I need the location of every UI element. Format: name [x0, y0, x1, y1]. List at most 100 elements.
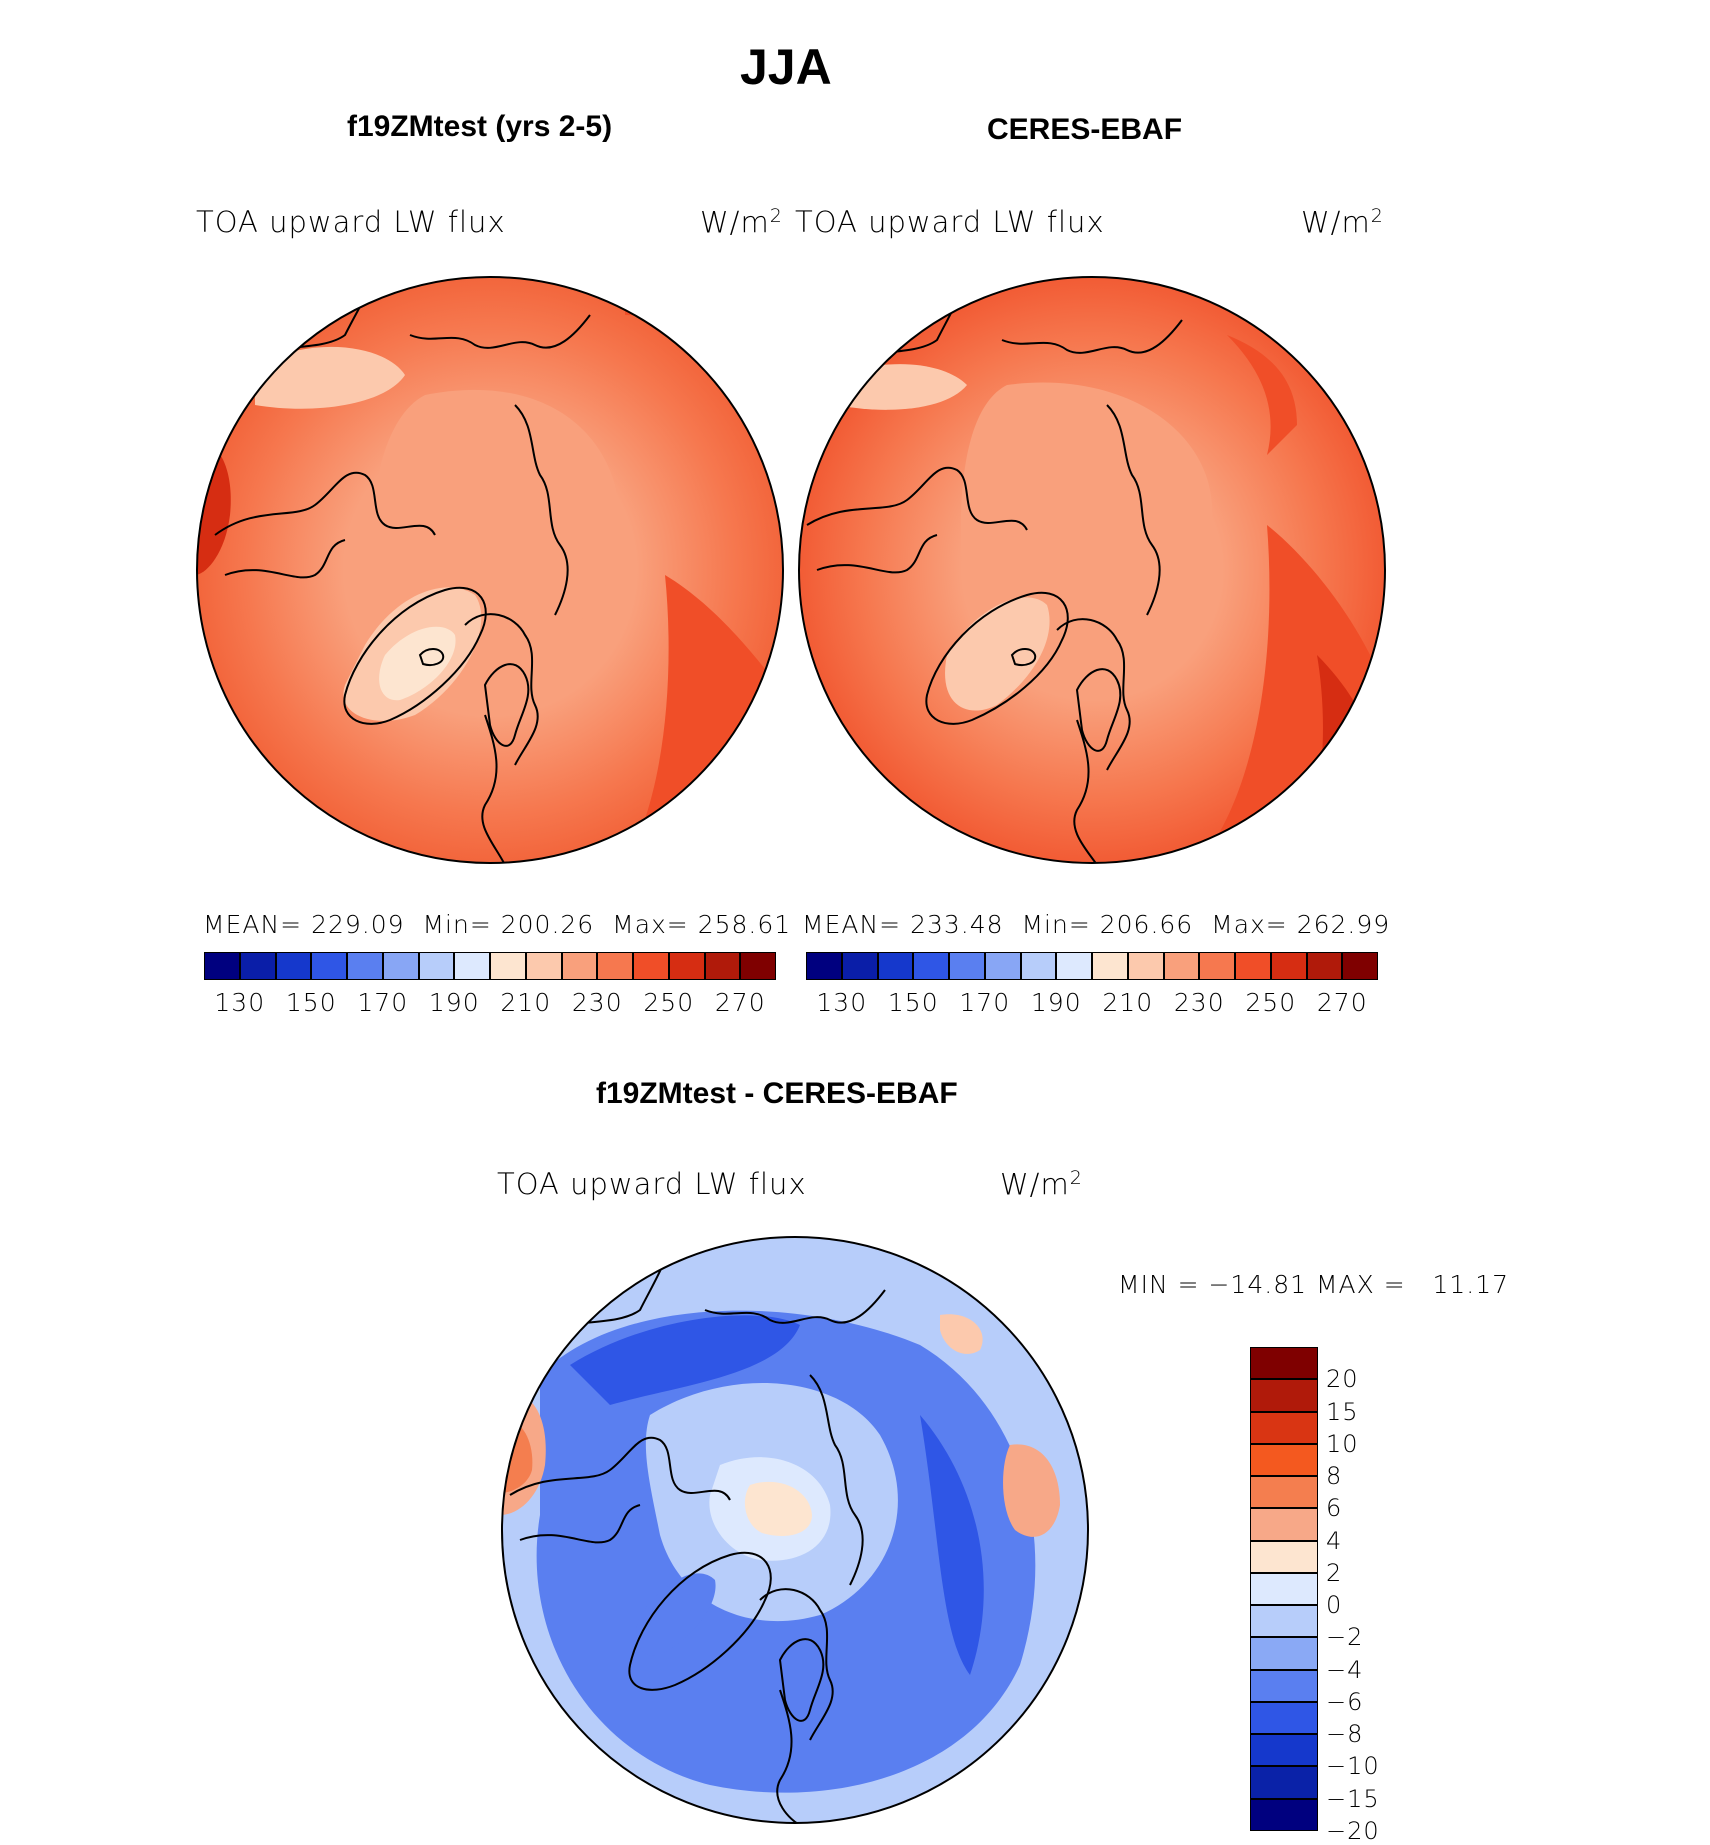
colorbar-swatch — [806, 952, 842, 980]
model-max-value: 258.61 — [697, 910, 792, 939]
colorbar-tick-label: 130 — [816, 988, 868, 1017]
colorbar-swatch — [1056, 952, 1092, 980]
colorbar-tick-label: 170 — [959, 988, 1011, 1017]
model-stats: MEAN= 229.09 Min= 200.26 Max= 258.61 — [203, 910, 791, 939]
model-coastline-canada — [214, 471, 436, 579]
colorbar-swatch — [204, 952, 240, 980]
obs-min-value: 206.66 — [1099, 910, 1194, 939]
colorbar-tick-label: 230 — [571, 988, 623, 1017]
model-min-value: 200.26 — [500, 910, 595, 939]
obs-coastline-canada — [806, 466, 1028, 574]
colorbar-swatch — [1235, 952, 1271, 980]
colorbar-swatch — [1250, 1605, 1318, 1638]
colorbar-swatch — [668, 952, 705, 980]
model-colorbar-ticks: 130 150 170 190 210 230 250 270 — [204, 988, 776, 1018]
model-min-label: Min= — [422, 910, 492, 939]
colorbar-swatch — [1250, 1637, 1318, 1670]
model-panel-title: f19ZMtest (yrs 2-5) — [347, 110, 613, 143]
colorbar-swatch — [1092, 952, 1128, 980]
colorbar-swatch — [1250, 1540, 1318, 1573]
obs-mean-label: MEAN= — [802, 910, 902, 939]
diff-polar-map — [501, 1236, 1089, 1824]
colorbar-swatch — [1199, 952, 1235, 980]
colorbar-tick-label: −4 — [1326, 1655, 1364, 1684]
colorbar-tick-label: 270 — [714, 988, 766, 1017]
colorbar-swatch — [841, 952, 878, 980]
colorbar-swatch — [1342, 952, 1378, 980]
colorbar-swatch — [1020, 952, 1057, 980]
colorbar-swatch — [347, 952, 383, 980]
obs-region-east-warm — [1227, 335, 1297, 455]
colorbar-tick-label: −10 — [1326, 1752, 1380, 1781]
colorbar-swatch — [1250, 1701, 1318, 1735]
colorbar-tick-label: 270 — [1316, 988, 1368, 1017]
model-coastline-eurasia — [464, 404, 569, 863]
diff-coastline-canada — [509, 1436, 731, 1544]
colorbar-tick-label: 190 — [428, 988, 480, 1017]
obs-coastline-scandinavia — [1075, 668, 1122, 752]
model-units: W/m — [700, 205, 770, 240]
obs-variable-label: TOA upward LW flux — [795, 205, 1105, 239]
diff-map-border — [501, 1236, 1089, 1824]
colorbar-swatch — [1250, 1347, 1318, 1380]
diff-region-greenland-negative — [636, 1573, 716, 1656]
colorbar-swatch — [1250, 1669, 1318, 1702]
colorbar-tick-label: 15 — [1326, 1397, 1359, 1426]
colorbar-swatch — [1306, 952, 1343, 980]
colorbar-tick-label: 4 — [1326, 1526, 1343, 1555]
diff-minmax: MIN = −14.81 MAX = 11.17 — [1118, 1270, 1510, 1299]
diff-variable-label: TOA upward LW flux — [497, 1167, 807, 1201]
colorbar-tick-label: 210 — [500, 988, 552, 1017]
diff-colorbar-ticks: 20 15 10 8 6 4 2 0 −2 −4 −6 −8 −10 −15 −20 — [1326, 1347, 1436, 1845]
colorbar-tick-label: 130 — [214, 988, 266, 1017]
obs-colorbar — [806, 952, 1378, 980]
colorbar-tick-label: −8 — [1326, 1720, 1364, 1749]
model-variable-label: TOA upward LW flux — [196, 205, 506, 239]
colorbar-swatch — [525, 952, 562, 980]
colorbar-swatch — [311, 952, 347, 980]
model-mean-label: MEAN= — [203, 910, 303, 939]
colorbar-tick-label: 250 — [1245, 988, 1297, 1017]
colorbar-swatch — [984, 952, 1021, 980]
page-title: JJA — [740, 39, 832, 95]
colorbar-tick-label: 6 — [1326, 1494, 1343, 1523]
diff-region-pole-positive — [744, 1481, 812, 1536]
colorbar-swatch — [1250, 1411, 1318, 1444]
colorbar-swatch — [1250, 1798, 1318, 1831]
colorbar-swatch — [239, 952, 276, 980]
obs-map-border — [798, 276, 1386, 864]
obs-units: W/m — [1301, 205, 1371, 240]
model-coastline-greenland — [343, 586, 487, 725]
colorbar-tick-label: 170 — [357, 988, 409, 1017]
colorbar-tick-label: 2 — [1326, 1558, 1343, 1587]
colorbar-swatch — [1250, 1572, 1318, 1606]
colorbar-tick-label: 150 — [285, 988, 337, 1017]
colorbar-tick-label: −20 — [1326, 1817, 1380, 1845]
model-coastline-iceland — [418, 648, 445, 666]
colorbar-swatch — [1250, 1443, 1318, 1477]
colorbar-swatch — [597, 952, 633, 980]
colorbar-swatch — [382, 952, 419, 980]
model-region-siberia-low — [255, 346, 405, 409]
obs-panel-title: CERES-EBAF — [987, 113, 1183, 146]
model-colorbar — [204, 952, 776, 980]
colorbar-swatch — [1250, 1379, 1318, 1412]
obs-stats: MEAN= 233.48 Min= 206.66 Max= 262.99 — [802, 910, 1390, 939]
colorbar-swatch — [949, 952, 985, 980]
obs-coastline-iceland — [1010, 648, 1037, 666]
colorbar-tick-label: 250 — [643, 988, 695, 1017]
colorbar-swatch — [275, 952, 312, 980]
colorbar-swatch — [633, 952, 669, 980]
colorbar-tick-label: 210 — [1102, 988, 1154, 1017]
obs-coastline-greenland — [925, 591, 1069, 725]
colorbar-tick-label: −15 — [1326, 1784, 1380, 1813]
colorbar-swatch — [1163, 952, 1200, 980]
colorbar-tick-label: 20 — [1326, 1365, 1359, 1394]
obs-units-label: W/m2 — [1301, 205, 1384, 240]
model-mean-value: 229.09 — [311, 910, 405, 939]
diff-panel-title: f19ZMtest - CERES-EBAF — [596, 1077, 958, 1110]
colorbar-tick-label: 8 — [1326, 1462, 1343, 1491]
diff-region-east-positive — [1003, 1444, 1060, 1537]
diff-colorbar — [1250, 1347, 1318, 1831]
colorbar-swatch — [913, 952, 949, 980]
